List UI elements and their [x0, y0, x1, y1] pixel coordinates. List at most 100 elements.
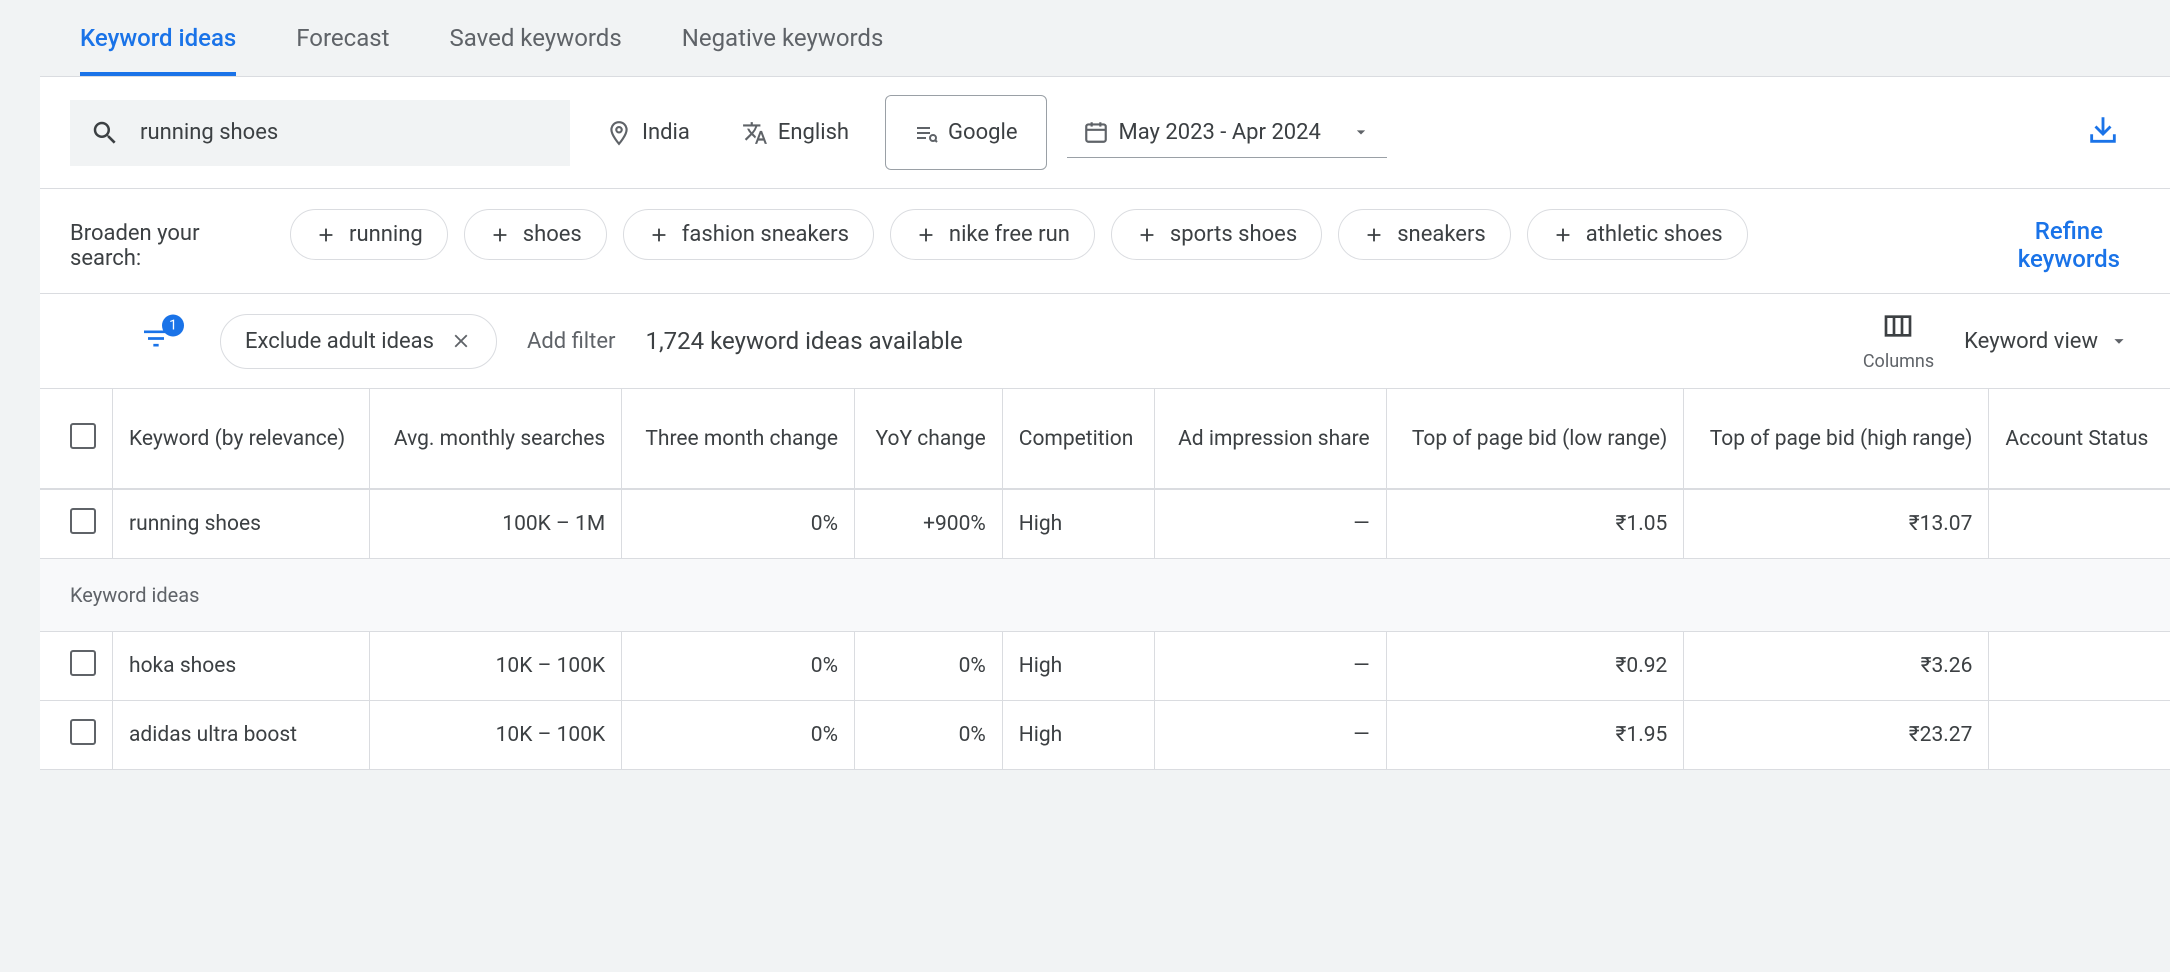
filter-chip-label: Exclude adult ideas	[245, 329, 434, 354]
refine-keywords-button[interactable]: Refinekeywords	[2018, 209, 2120, 273]
cell-bid-low: ₹1.05	[1386, 489, 1684, 559]
tab-forecast[interactable]: Forecast	[296, 0, 389, 76]
cell-avg: 10K – 100K	[370, 701, 622, 770]
network-icon	[914, 121, 938, 145]
broaden-chip[interactable]: nike free run	[890, 209, 1095, 260]
broaden-chip[interactable]: running	[290, 209, 448, 260]
plus-icon	[315, 224, 337, 246]
broaden-label: Broaden your search:	[70, 209, 270, 271]
broaden-chip[interactable]: athletic shoes	[1527, 209, 1748, 260]
language-value: English	[778, 120, 849, 145]
keyword-table: Keyword (by relevance) Avg. monthly sear…	[40, 389, 2170, 770]
cell-avg: 100K – 1M	[370, 489, 622, 559]
cell-bid-high: ₹3.26	[1684, 632, 1989, 701]
table-row: adidas ultra boost10K – 100K0%0%High—₹1.…	[40, 701, 2170, 770]
cell-keyword: adidas ultra boost	[113, 701, 370, 770]
plus-icon	[1136, 224, 1158, 246]
broaden-chip[interactable]: fashion sneakers	[623, 209, 874, 260]
filter-row: 1 Exclude adult ideas Add filter 1,724 k…	[40, 294, 2170, 389]
broaden-row: Broaden your search: running shoes fashion…	[40, 189, 2170, 294]
broaden-chip[interactable]: sports shoes	[1111, 209, 1322, 260]
add-filter-button[interactable]: Add filter	[527, 329, 615, 354]
row-checkbox[interactable]	[70, 650, 96, 676]
cell-ad: —	[1154, 701, 1386, 770]
language-selector[interactable]: English	[726, 108, 865, 158]
filter-icon-button[interactable]: 1	[140, 323, 172, 360]
cell-yoy: 0%	[854, 632, 1002, 701]
col-account-status[interactable]: Account Status	[1989, 389, 2170, 489]
broaden-chips: running shoes fashion sneakers nike free ru…	[290, 209, 1998, 260]
plus-icon	[915, 224, 937, 246]
col-yoy[interactable]: YoY change	[854, 389, 1002, 489]
plus-icon	[1363, 224, 1385, 246]
cell-avg: 10K – 100K	[370, 632, 622, 701]
cell-bid-high: ₹13.07	[1684, 489, 1989, 559]
tab-negative-keywords[interactable]: Negative keywords	[682, 0, 884, 76]
network-selector[interactable]: Google	[885, 95, 1046, 170]
chip-label: fashion sneakers	[682, 222, 849, 247]
section-row: Keyword ideas	[40, 559, 2170, 632]
chip-label: sports shoes	[1170, 222, 1297, 247]
col-three-month[interactable]: Three month change	[622, 389, 855, 489]
view-label: Keyword view	[1964, 329, 2098, 354]
cell-status	[1989, 489, 2170, 559]
cell-yoy: 0%	[854, 701, 1002, 770]
cell-ad: —	[1154, 632, 1386, 701]
col-ad-impression[interactable]: Ad impression share	[1154, 389, 1386, 489]
tab-saved-keywords[interactable]: Saved keywords	[449, 0, 621, 76]
col-keyword[interactable]: Keyword (by relevance)	[113, 389, 370, 489]
chip-label: running	[349, 222, 423, 247]
date-range-value: May 2023 - Apr 2024	[1119, 120, 1321, 145]
cell-three-month: 0%	[622, 489, 855, 559]
filter-chip-exclude-adult[interactable]: Exclude adult ideas	[220, 314, 497, 369]
row-checkbox[interactable]	[70, 719, 96, 745]
columns-label: Columns	[1863, 351, 1934, 372]
search-icon	[90, 118, 120, 148]
download-icon	[2086, 113, 2120, 147]
cell-bid-low: ₹1.95	[1386, 701, 1684, 770]
cell-ad: —	[1154, 489, 1386, 559]
calendar-icon	[1083, 119, 1109, 145]
cell-bid-high: ₹23.27	[1684, 701, 1989, 770]
columns-button[interactable]: Columns	[1863, 310, 1934, 372]
search-input[interactable]: running shoes	[70, 100, 570, 166]
cell-status	[1989, 701, 2170, 770]
col-avg-searches[interactable]: Avg. monthly searches	[370, 389, 622, 489]
filter-badge: 1	[162, 315, 184, 337]
chevron-down-icon	[1351, 122, 1371, 142]
cell-competition: High	[1002, 489, 1154, 559]
col-competition[interactable]: Competition	[1002, 389, 1154, 489]
tabs-bar: Keyword ideas Forecast Saved keywords Ne…	[40, 0, 2170, 77]
cell-three-month: 0%	[622, 701, 855, 770]
network-value: Google	[948, 120, 1017, 145]
chevron-down-icon	[2108, 330, 2130, 352]
cell-keyword: hoka shoes	[113, 632, 370, 701]
keyword-view-selector[interactable]: Keyword view	[1964, 329, 2130, 354]
refine-label: Refinekeywords	[2018, 217, 2120, 273]
plus-icon	[648, 224, 670, 246]
translate-icon	[742, 120, 768, 146]
broaden-chip[interactable]: sneakers	[1338, 209, 1511, 260]
location-selector[interactable]: India	[590, 108, 706, 158]
date-range-selector[interactable]: May 2023 - Apr 2024	[1067, 107, 1387, 158]
chip-label: athletic shoes	[1586, 222, 1723, 247]
cell-status	[1989, 632, 2170, 701]
section-label: Keyword ideas	[40, 559, 2170, 632]
broaden-chip[interactable]: shoes	[464, 209, 607, 260]
table-row: running shoes100K – 1M0%+900%High—₹1.05₹…	[40, 489, 2170, 559]
plus-icon	[489, 224, 511, 246]
chip-label: nike free run	[949, 222, 1070, 247]
col-bid-low[interactable]: Top of page bid (low range)	[1386, 389, 1684, 489]
col-bid-high[interactable]: Top of page bid (high range)	[1684, 389, 1989, 489]
select-all-checkbox[interactable]	[70, 423, 96, 449]
close-icon[interactable]	[450, 330, 472, 352]
row-checkbox[interactable]	[70, 508, 96, 534]
chip-label: shoes	[523, 222, 582, 247]
tab-keyword-ideas[interactable]: Keyword ideas	[80, 0, 236, 76]
location-icon	[606, 120, 632, 146]
cell-keyword: running shoes	[113, 489, 370, 559]
cell-competition: High	[1002, 701, 1154, 770]
cell-bid-low: ₹0.92	[1386, 632, 1684, 701]
download-button[interactable]	[2086, 113, 2120, 152]
cell-competition: High	[1002, 632, 1154, 701]
